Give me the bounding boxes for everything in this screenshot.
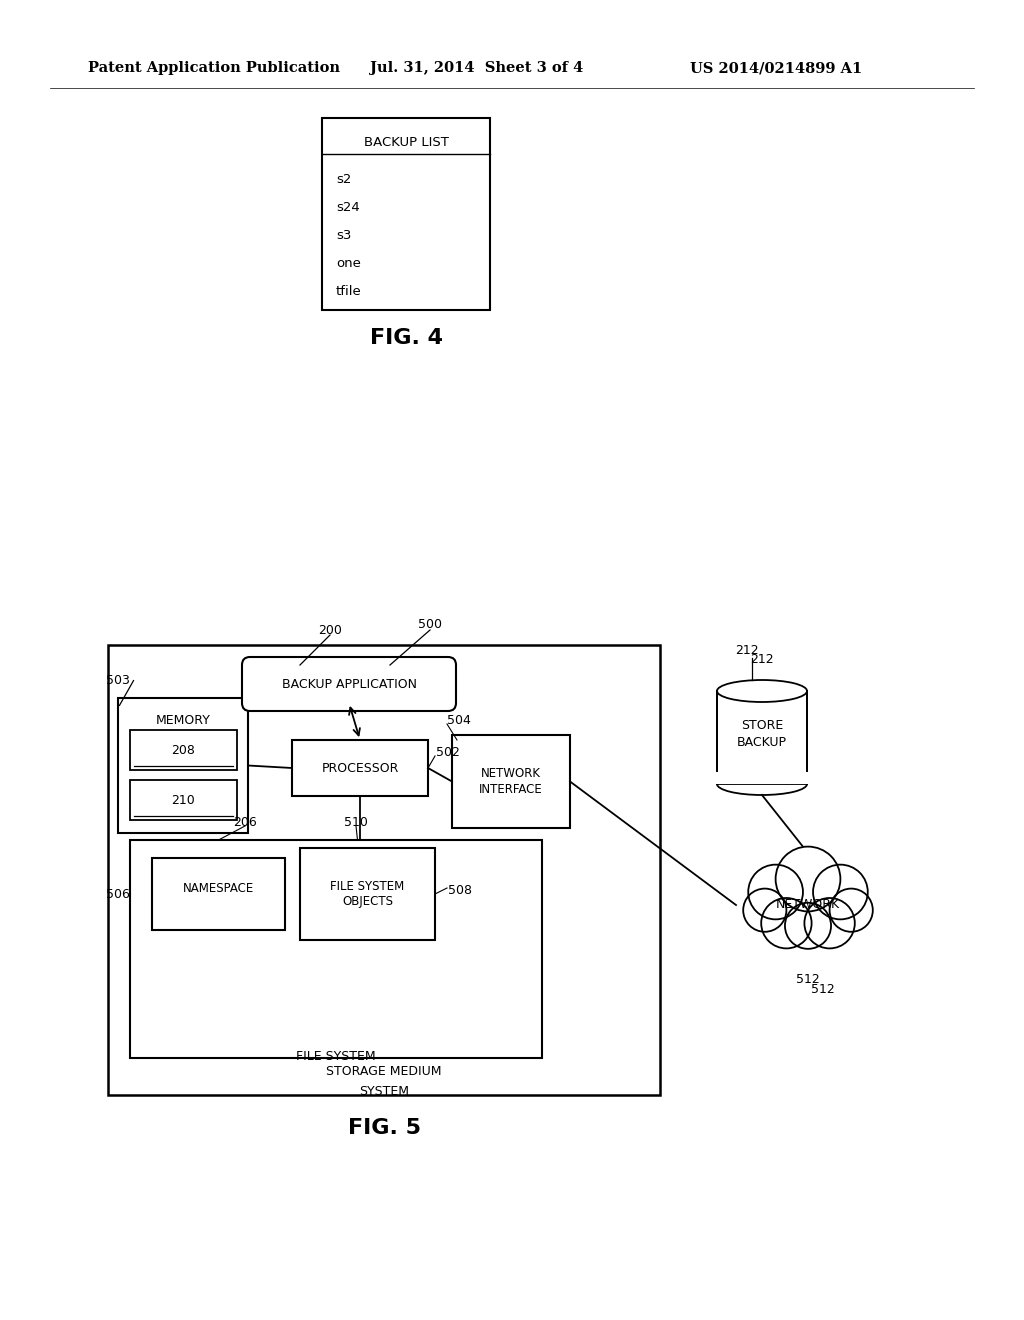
Text: 506: 506 — [106, 888, 130, 902]
Text: s2: s2 — [336, 173, 351, 186]
Text: OBJECTS: OBJECTS — [342, 895, 393, 908]
Text: 508: 508 — [449, 883, 472, 896]
Text: FIG. 4: FIG. 4 — [370, 327, 442, 348]
Text: NETWORK: NETWORK — [481, 767, 541, 780]
Text: one: one — [336, 257, 360, 271]
Text: tfile: tfile — [336, 285, 361, 298]
Ellipse shape — [717, 680, 807, 702]
FancyBboxPatch shape — [242, 657, 456, 711]
Bar — [152, 858, 285, 931]
Text: 504: 504 — [447, 714, 471, 726]
Text: s24: s24 — [336, 201, 359, 214]
Bar — [716, 772, 808, 784]
Text: STORE: STORE — [741, 719, 783, 733]
Text: 502: 502 — [436, 746, 460, 759]
Text: INTERFACE: INTERFACE — [479, 783, 543, 796]
Text: MEMORY: MEMORY — [156, 714, 211, 727]
Text: 503: 503 — [106, 673, 130, 686]
Text: Patent Application Publication: Patent Application Publication — [88, 61, 340, 75]
Bar — [717, 690, 807, 784]
Text: STORAGE MEDIUM: STORAGE MEDIUM — [327, 1065, 441, 1078]
Text: BACKUP APPLICATION: BACKUP APPLICATION — [282, 677, 417, 690]
Bar — [108, 645, 660, 1096]
Text: Jul. 31, 2014  Sheet 3 of 4: Jul. 31, 2014 Sheet 3 of 4 — [370, 61, 584, 75]
Text: 512: 512 — [811, 983, 835, 997]
Text: US 2014/0214899 A1: US 2014/0214899 A1 — [690, 61, 862, 75]
Text: 510: 510 — [344, 816, 368, 829]
Bar — [322, 117, 490, 310]
Circle shape — [805, 898, 855, 948]
Circle shape — [813, 865, 867, 919]
Text: 206: 206 — [233, 816, 257, 829]
Text: FILE SYSTEM: FILE SYSTEM — [296, 1049, 376, 1063]
Text: SYSTEM: SYSTEM — [359, 1085, 409, 1098]
Text: 512: 512 — [796, 973, 820, 986]
Text: BACKUP: BACKUP — [737, 737, 787, 748]
Text: 210: 210 — [172, 793, 196, 807]
Text: PROCESSOR: PROCESSOR — [322, 762, 398, 775]
Text: 200: 200 — [318, 623, 342, 636]
Bar — [118, 698, 248, 833]
Circle shape — [761, 898, 812, 948]
Text: FILE SYSTEM: FILE SYSTEM — [331, 879, 404, 892]
Bar — [130, 780, 237, 820]
Text: FIG. 5: FIG. 5 — [347, 1118, 421, 1138]
Bar — [130, 840, 542, 1059]
Circle shape — [749, 865, 803, 919]
Bar — [300, 847, 435, 940]
Text: NAMESPACE: NAMESPACE — [183, 883, 254, 895]
Text: s3: s3 — [336, 228, 351, 242]
Circle shape — [829, 888, 872, 932]
Text: 208: 208 — [172, 743, 196, 756]
Text: NETWORK: NETWORK — [776, 899, 840, 912]
Circle shape — [743, 888, 786, 932]
Bar — [452, 735, 570, 828]
Bar — [292, 741, 428, 796]
Text: BACKUP LIST: BACKUP LIST — [364, 136, 449, 149]
Text: 500: 500 — [418, 619, 442, 631]
Text: 212: 212 — [735, 644, 759, 656]
Text: 212: 212 — [751, 653, 774, 667]
Circle shape — [775, 846, 841, 911]
Circle shape — [785, 903, 831, 949]
Bar — [130, 730, 237, 770]
